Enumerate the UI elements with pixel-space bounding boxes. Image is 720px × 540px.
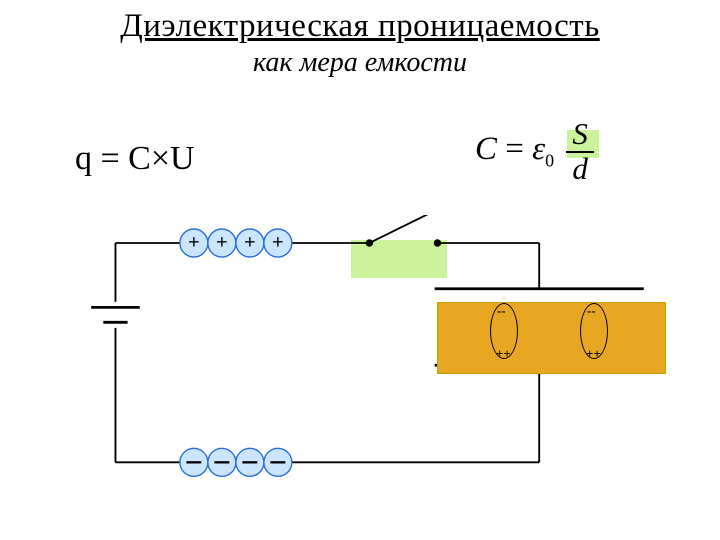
formula-charge: q = C×U [75, 140, 195, 178]
page-subtitle: как мера емкости [0, 47, 720, 79]
dipole-1-minus: -- [497, 303, 506, 319]
formula-capacitance: C = ε0 S d [475, 118, 594, 185]
dipole-1-plus: ++ [496, 346, 511, 362]
dipole-2-minus: -- [587, 303, 596, 319]
svg-text:+: + [244, 232, 256, 254]
dielectric-block [437, 302, 666, 374]
formula-denominator: d [566, 153, 594, 186]
formula-sub: 0 [545, 151, 554, 171]
formula-lhs: C [475, 131, 497, 167]
svg-text:+: + [188, 232, 200, 254]
dipole-2-plus: ++ [586, 346, 601, 362]
formula-numerator: S [566, 118, 594, 153]
formula-epsilon: ε [532, 131, 545, 167]
svg-text:+: + [272, 232, 284, 254]
svg-text:+: + [216, 232, 228, 254]
formula-fraction: S d [566, 118, 594, 185]
page-title: Диэлектрическая проницаемость [0, 0, 720, 45]
formula-eq: = [497, 131, 532, 167]
